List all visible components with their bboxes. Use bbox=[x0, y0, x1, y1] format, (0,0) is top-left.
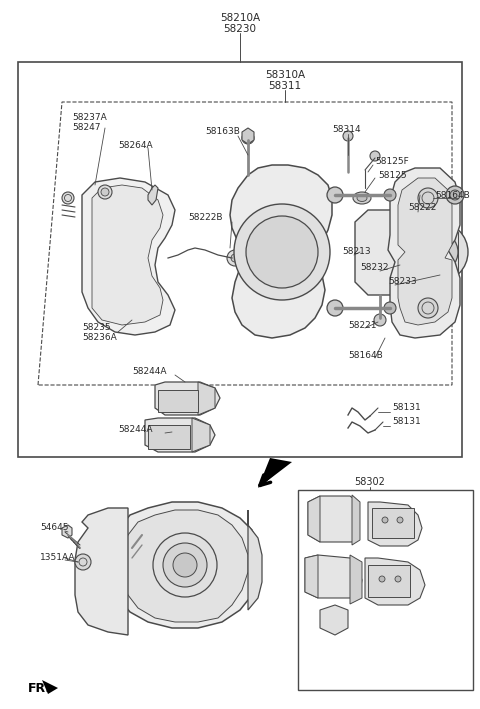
Polygon shape bbox=[92, 185, 163, 325]
Text: 58125: 58125 bbox=[378, 170, 407, 179]
Text: 58164B: 58164B bbox=[348, 350, 383, 359]
Circle shape bbox=[428, 242, 448, 262]
Bar bbox=[18, 62, 462, 457]
Text: 58232: 58232 bbox=[360, 264, 388, 272]
Circle shape bbox=[163, 543, 207, 587]
Polygon shape bbox=[320, 605, 348, 635]
Bar bbox=[158, 390, 198, 412]
Circle shape bbox=[384, 302, 396, 314]
Circle shape bbox=[379, 576, 385, 582]
Polygon shape bbox=[148, 185, 158, 205]
Circle shape bbox=[418, 232, 458, 272]
Polygon shape bbox=[122, 510, 248, 622]
Text: 58163B: 58163B bbox=[205, 128, 240, 137]
Text: 58244A: 58244A bbox=[132, 367, 167, 376]
Polygon shape bbox=[155, 382, 220, 415]
Circle shape bbox=[234, 204, 330, 300]
Circle shape bbox=[231, 254, 239, 262]
Circle shape bbox=[246, 216, 318, 288]
Circle shape bbox=[374, 314, 386, 326]
Bar bbox=[148, 425, 190, 449]
Text: 58222: 58222 bbox=[408, 203, 436, 213]
Circle shape bbox=[173, 553, 197, 577]
Text: 58164B: 58164B bbox=[435, 191, 470, 199]
Polygon shape bbox=[350, 555, 362, 604]
Circle shape bbox=[101, 188, 109, 196]
Text: 58311: 58311 bbox=[268, 81, 301, 91]
Polygon shape bbox=[42, 680, 58, 694]
Polygon shape bbox=[305, 555, 362, 598]
Polygon shape bbox=[145, 418, 215, 452]
Circle shape bbox=[75, 554, 91, 570]
Text: 58247: 58247 bbox=[72, 123, 100, 131]
Text: 58314: 58314 bbox=[332, 125, 360, 135]
Ellipse shape bbox=[401, 225, 415, 279]
Text: 58213: 58213 bbox=[342, 247, 371, 257]
Polygon shape bbox=[112, 502, 258, 628]
Text: 58125F: 58125F bbox=[375, 157, 409, 167]
Text: 54645: 54645 bbox=[40, 523, 69, 532]
Polygon shape bbox=[198, 382, 215, 415]
Circle shape bbox=[343, 131, 353, 141]
Circle shape bbox=[446, 186, 464, 204]
Circle shape bbox=[153, 533, 217, 597]
Text: 58264A: 58264A bbox=[118, 140, 153, 150]
Text: 58310A: 58310A bbox=[265, 70, 305, 80]
Circle shape bbox=[395, 576, 401, 582]
Circle shape bbox=[327, 187, 343, 203]
Polygon shape bbox=[352, 495, 360, 545]
Text: 58237A: 58237A bbox=[72, 113, 107, 123]
Polygon shape bbox=[75, 508, 128, 635]
Circle shape bbox=[62, 192, 74, 204]
Polygon shape bbox=[305, 555, 318, 598]
Circle shape bbox=[227, 250, 243, 266]
Ellipse shape bbox=[357, 194, 367, 201]
Bar bbox=[368, 565, 410, 597]
Polygon shape bbox=[308, 496, 320, 542]
Ellipse shape bbox=[397, 215, 419, 289]
Text: 1351AA: 1351AA bbox=[40, 554, 75, 562]
Circle shape bbox=[98, 185, 112, 199]
Bar bbox=[298, 490, 473, 690]
Text: 58131: 58131 bbox=[392, 403, 421, 413]
Circle shape bbox=[450, 190, 460, 200]
Circle shape bbox=[382, 517, 388, 523]
Circle shape bbox=[418, 188, 438, 208]
Polygon shape bbox=[248, 510, 262, 610]
Text: FR.: FR. bbox=[28, 681, 51, 695]
Text: 58233: 58233 bbox=[388, 277, 417, 286]
Text: 58210A: 58210A bbox=[220, 13, 260, 23]
Circle shape bbox=[370, 151, 380, 161]
Text: 58244A: 58244A bbox=[118, 425, 153, 435]
Polygon shape bbox=[388, 168, 460, 338]
Polygon shape bbox=[308, 496, 358, 542]
Text: 58222B: 58222B bbox=[188, 213, 223, 223]
Polygon shape bbox=[230, 165, 332, 338]
Circle shape bbox=[384, 189, 396, 201]
Polygon shape bbox=[242, 128, 254, 144]
Polygon shape bbox=[62, 525, 72, 538]
Text: 58221: 58221 bbox=[348, 320, 376, 330]
Polygon shape bbox=[82, 178, 175, 335]
Polygon shape bbox=[398, 178, 452, 325]
Circle shape bbox=[242, 132, 254, 144]
Polygon shape bbox=[258, 458, 292, 488]
Polygon shape bbox=[355, 210, 408, 295]
Polygon shape bbox=[368, 502, 422, 546]
Polygon shape bbox=[192, 418, 210, 452]
Bar bbox=[372, 508, 414, 538]
Text: 58236A: 58236A bbox=[82, 333, 117, 342]
Polygon shape bbox=[365, 558, 425, 605]
Ellipse shape bbox=[353, 192, 371, 204]
Circle shape bbox=[408, 222, 468, 282]
Circle shape bbox=[418, 298, 438, 318]
Text: 58235: 58235 bbox=[82, 323, 110, 333]
Text: 58302: 58302 bbox=[355, 477, 385, 487]
Text: 58230: 58230 bbox=[224, 24, 256, 34]
Circle shape bbox=[397, 517, 403, 523]
Text: 58131: 58131 bbox=[392, 418, 421, 427]
Circle shape bbox=[327, 300, 343, 316]
